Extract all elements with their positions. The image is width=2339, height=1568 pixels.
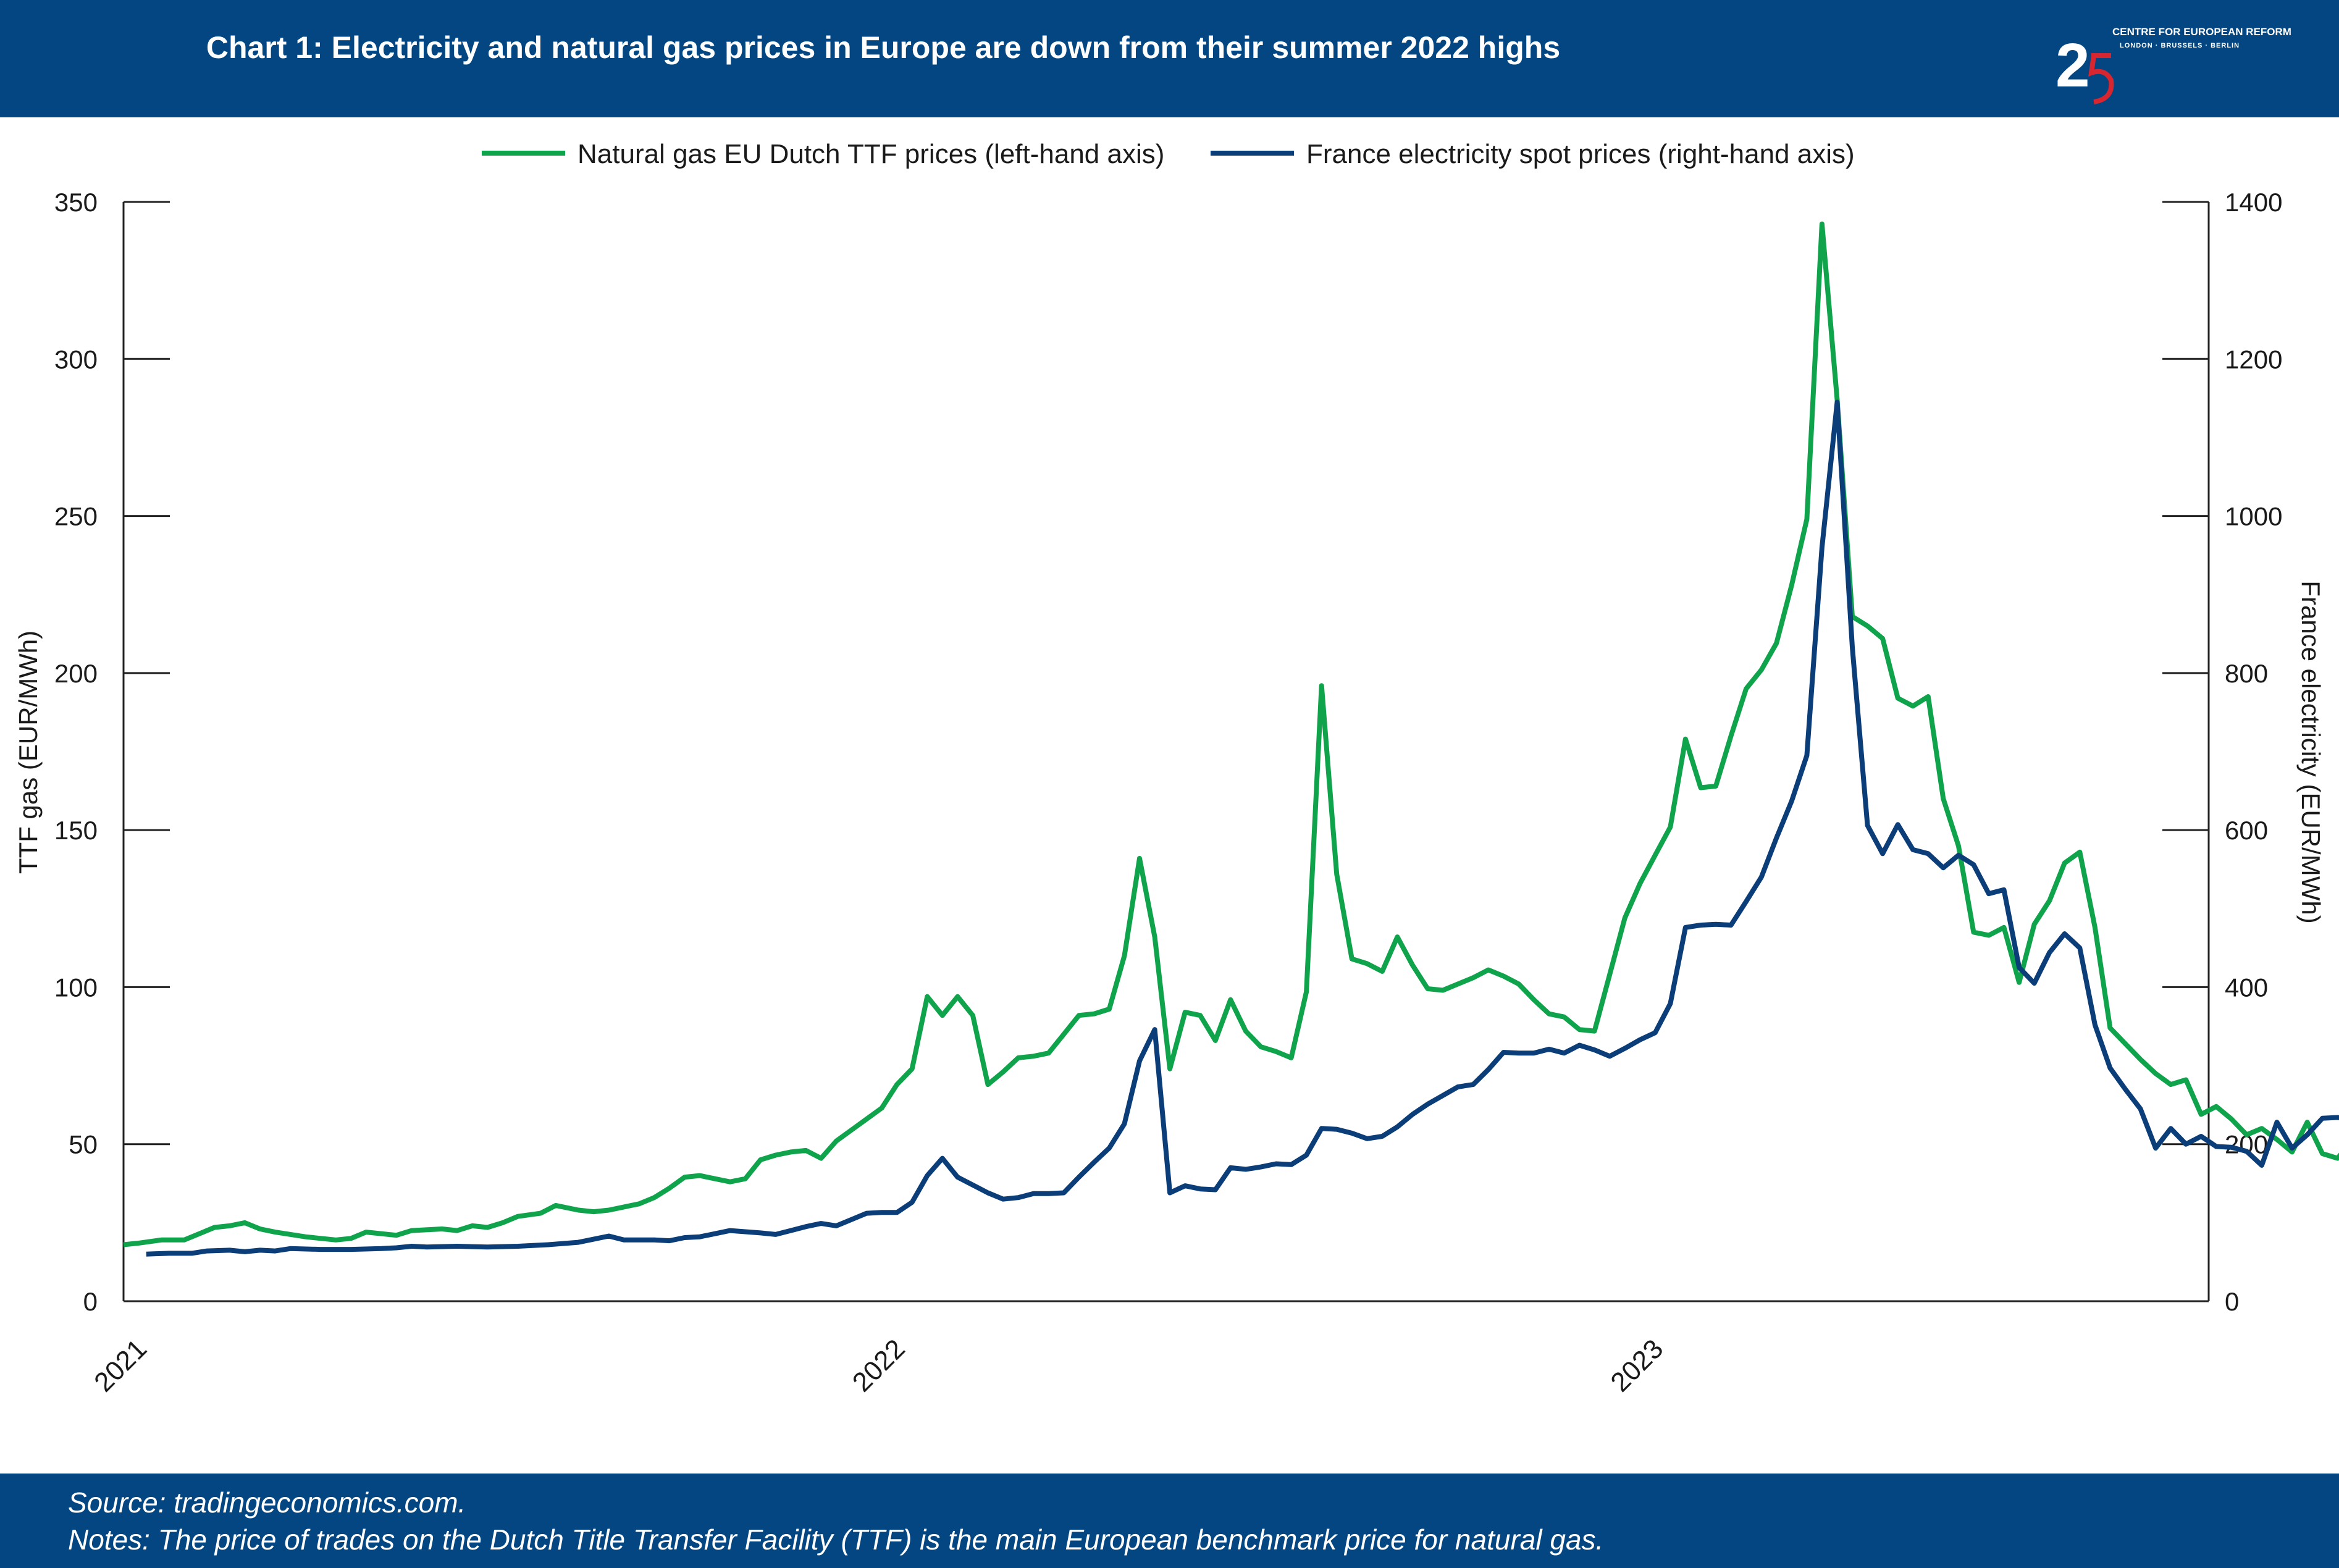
logo-number-2: 2: [2056, 31, 2090, 100]
logo-text: CENTRE FOR EUROPEAN REFORM: [2112, 26, 2291, 38]
logo-number-5: [2088, 53, 2114, 104]
right-tick-label: 1200: [2225, 345, 2282, 374]
x-axis-ticks: 2021 2022 2023: [88, 1333, 1669, 1398]
legend-label-electricity: France electricity spot prices (right-ha…: [1306, 139, 1855, 169]
left-tick-label: 150: [54, 816, 98, 845]
left-tick-label: 100: [54, 973, 98, 1002]
left-tick-label: 350: [54, 188, 98, 217]
left-tick-label: 250: [54, 502, 98, 531]
x-tick-label: 2023: [1605, 1333, 1669, 1398]
left-tick-label: 300: [54, 345, 98, 374]
left-tick-label: 50: [69, 1130, 98, 1159]
right-tick-label: 800: [2225, 659, 2268, 688]
right-tick-label: 1000: [2225, 502, 2282, 531]
logo-subtext: LONDON · BRUSSELS · BERLIN: [2120, 42, 2240, 49]
left-axis-title: TTF gas (EUR/MWh): [14, 631, 43, 874]
footer-banner: Source: tradingeconomics.com. Notes: The…: [0, 1474, 2339, 1568]
right-tick-label: 600: [2225, 816, 2268, 845]
right-tick-label: 1400: [2225, 188, 2282, 217]
series-line-electricity: [146, 400, 2339, 1257]
right-axis-title: France electricity (EUR/MWh): [2296, 581, 2325, 923]
legend: Natural gas EU Dutch TTF prices (left-ha…: [482, 139, 1855, 169]
x-tick-label: 2021: [88, 1333, 153, 1398]
header-banner: Chart 1: Electricity and natural gas pri…: [0, 0, 2339, 117]
chart-title: Chart 1: Electricity and natural gas pri…: [206, 30, 1561, 65]
x-tick-label: 2022: [847, 1333, 911, 1398]
legend-label-gas: Natural gas EU Dutch TTF prices (left-ha…: [577, 139, 1164, 169]
right-tick-label: 0: [2225, 1287, 2239, 1316]
chart: Natural gas EU Dutch TTF prices (left-ha…: [14, 139, 2339, 1398]
notes-text: Notes: The price of trades on the Dutch …: [68, 1524, 1604, 1556]
left-axis-ticks: 0 50 100 150 200 250 300 350: [54, 188, 170, 1316]
left-tick-label: 200: [54, 659, 98, 688]
source-note: Source: tradingeconomics.com.: [68, 1486, 466, 1519]
cer-logo: 2: [2056, 31, 2114, 104]
right-tick-label: 400: [2225, 973, 2268, 1002]
series-line-gas: [123, 221, 2339, 1247]
left-tick-label: 0: [83, 1287, 98, 1316]
